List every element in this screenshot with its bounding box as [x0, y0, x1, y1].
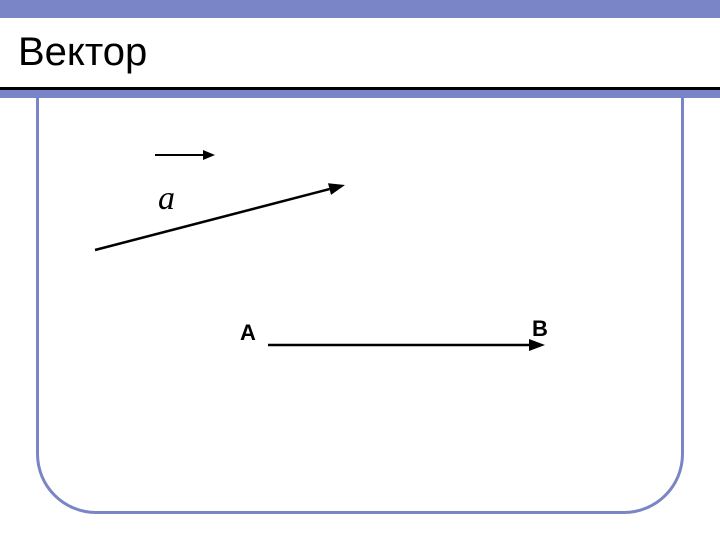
page-title: Вектор [18, 30, 147, 75]
title-box: Вектор [0, 18, 720, 90]
point-b-label: В [532, 316, 548, 342]
vector-a-label: a [158, 180, 175, 218]
point-a-label: А [240, 320, 256, 346]
content-frame [36, 94, 684, 514]
